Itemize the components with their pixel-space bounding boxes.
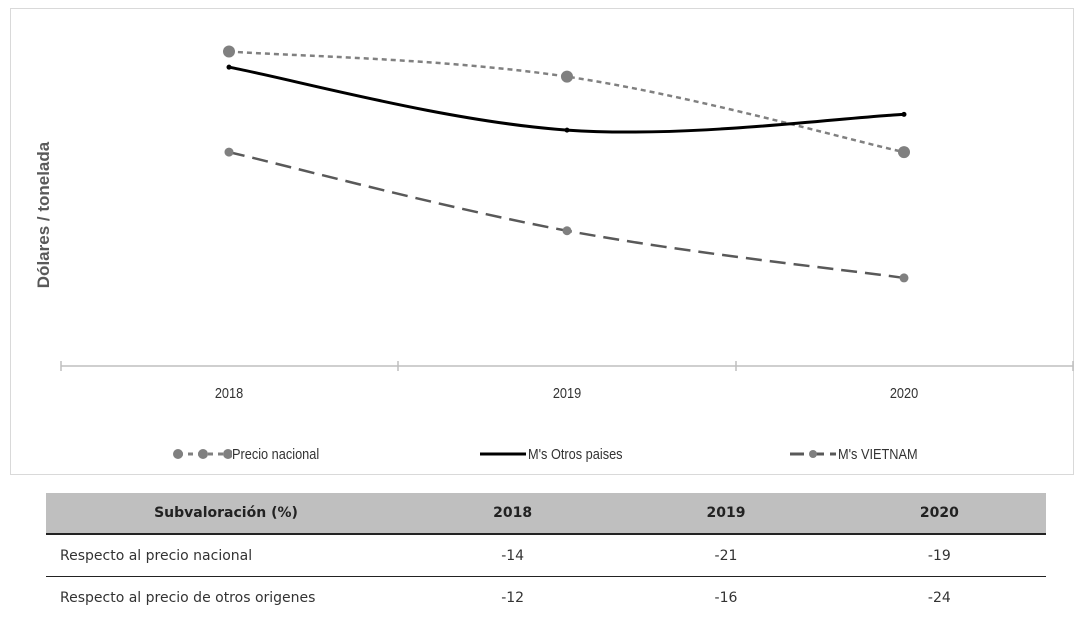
legend-item-otros-paises: M's Otros paises <box>480 444 639 464</box>
data-point-m-s-vietnam-2019 <box>562 226 572 236</box>
data-point-m-s-otros-paises-2019 <box>564 127 570 133</box>
table-header-row: Subvaloración (%) 2018 2019 2020 <box>46 493 1046 535</box>
legend-swatch-solid <box>480 452 526 456</box>
cell-value: -16 <box>714 589 738 606</box>
series-line-m-s-vietnam <box>228 150 905 280</box>
legend-item-vietnam: M's VIETNAM <box>790 444 932 464</box>
x-tick-2018: 2018 <box>214 385 244 402</box>
legend-label-otros-paises: M's Otros paises <box>528 445 623 463</box>
chart-plot <box>60 45 1074 371</box>
row-label: Respecto al precio de otros origenes <box>60 589 316 606</box>
table-row: Respecto al precio nacional -14 -21 -19 <box>46 534 1046 577</box>
x-tick-2019: 2019 <box>552 385 582 402</box>
table-header-2019: 2019 <box>619 493 833 535</box>
cell-value: -14 <box>406 534 620 577</box>
cell-value: -12 <box>501 589 525 606</box>
data-point-m-s-vietnam-2020 <box>899 273 909 283</box>
data-point-precio-nacional-2018 <box>223 45 235 58</box>
data-point-m-s-otros-paises-2018 <box>226 64 232 70</box>
data-point-m-s-otros-paises-2020 <box>901 111 907 117</box>
data-point-m-s-vietnam-2018 <box>224 147 234 157</box>
legend-item-precio-nacional: Precio nacional <box>172 444 335 464</box>
series-line-precio-nacional <box>228 50 905 154</box>
legend-swatch-dashed <box>790 450 836 458</box>
table-header-label: Subvaloración (%) <box>46 493 406 535</box>
cell-value: -21 <box>619 534 833 577</box>
cell-value: -24 <box>927 589 951 606</box>
cell-value: -19 <box>832 534 1046 577</box>
legend-swatch-dotted <box>173 449 232 459</box>
chart-frame <box>10 8 1074 475</box>
data-point-precio-nacional-2019 <box>561 70 573 83</box>
undervaluation-table: Subvaloración (%) 2018 2019 2020 Respect… <box>46 493 1046 618</box>
y-axis-label: Dólares / tonelada <box>34 141 53 289</box>
table-row: Respecto al precio de otros origenes -12… <box>46 577 1046 619</box>
legend-label-vietnam: M's VIETNAM <box>838 445 918 463</box>
table-header-2018: 2018 <box>406 493 620 535</box>
x-tick-2020: 2020 <box>889 385 919 402</box>
row-label: Respecto al precio nacional <box>46 534 406 577</box>
table-header-2020: 2020 <box>832 493 1046 535</box>
data-point-precio-nacional-2020 <box>898 146 910 159</box>
legend-label-precio-nacional: Precio nacional <box>232 445 320 463</box>
